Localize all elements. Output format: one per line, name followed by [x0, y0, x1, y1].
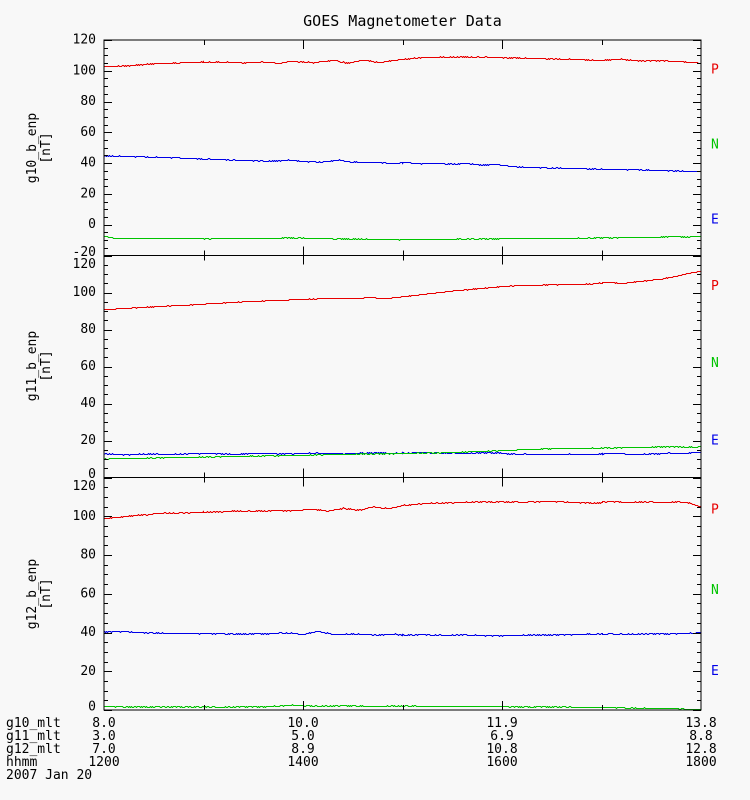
series-g12_b_enp-P-line — [104, 500, 701, 520]
panel-g11_b_enp-frame — [103, 255, 702, 478]
series-g12_b_enp-E-line — [104, 630, 701, 638]
ytick-label-g12_b_enp: 100 — [73, 509, 96, 524]
chart-title: GOES Magnetometer Data — [303, 12, 502, 30]
panel-g11_b_enp-series — [104, 270, 701, 461]
legend-label-g10_b_enp-N: N — [711, 137, 719, 152]
ytick-label-g10_b_enp: 0 — [88, 217, 96, 232]
ytick-label-g11_b_enp: 80 — [80, 322, 96, 337]
x-row-g12_mlt-value: 10.8 — [486, 742, 518, 757]
series-g11_b_enp-P-line — [104, 270, 701, 311]
ytick-label-g12_b_enp: 40 — [80, 625, 96, 640]
ytick-label-g10_b_enp: 80 — [80, 94, 96, 109]
ytick-label-g10_b_enp: 40 — [80, 156, 96, 171]
series-g10_b_enp-P-line — [104, 55, 701, 68]
ytick-label-g10_b_enp: 120 — [73, 33, 96, 48]
x-row-g11_mlt-value: 3.0 — [92, 729, 116, 744]
ytick-label-g12_b_enp: 0 — [88, 700, 96, 715]
x-row-hhmm-value: 1800 — [685, 755, 717, 770]
series-g10_b_enp-E-line — [104, 154, 701, 173]
ytick-label-g12_b_enp: 80 — [80, 548, 96, 563]
legend-label-g11_b_enp-E: E — [711, 433, 719, 448]
x-row-g12_mlt-value: 12.8 — [685, 742, 717, 757]
x-row-g10_mlt-value: 8.0 — [92, 716, 116, 731]
x-row-g11_mlt-value: 5.0 — [291, 729, 315, 744]
ytick-label-g12_b_enp: 60 — [80, 586, 96, 601]
panel-g12_b_enp-frame — [103, 477, 702, 711]
ytick-label-g10_b_enp: 100 — [73, 63, 96, 78]
x-row-g12_mlt-value: 8.9 — [291, 742, 315, 757]
x-row-hhmm-value: 1600 — [486, 755, 518, 770]
series-g11_b_enp-N-line — [104, 445, 701, 461]
ytick-label-g11_b_enp: 20 — [80, 433, 96, 448]
x-row-g10_mlt-value: 13.8 — [685, 716, 717, 731]
ytick-label-g11_b_enp: 100 — [73, 285, 96, 300]
x-row-g10_mlt-value: 11.9 — [486, 716, 518, 731]
x-row-g11_mlt-value: 6.9 — [490, 729, 514, 744]
x-row-label-g10_mlt: g10_mlt — [6, 716, 61, 731]
legend-label-g11_b_enp-N: N — [711, 356, 719, 371]
panel-g10_b_enp-frame — [103, 39, 702, 256]
x-row-hhmm-value: 1200 — [88, 755, 120, 770]
legend-label-g12_b_enp-N: N — [711, 583, 719, 598]
ytick-label-g11_b_enp: 40 — [80, 396, 96, 411]
panel-g11_b_enp-ticks — [104, 255, 701, 479]
ytick-label-g11_b_enp: 0 — [88, 467, 96, 482]
ytick-label-g12_b_enp: 20 — [80, 664, 96, 679]
legend-label-g11_b_enp-P: P — [711, 279, 719, 294]
legend-label-g10_b_enp-E: E — [711, 212, 719, 227]
x-row-g10_mlt-value: 10.0 — [287, 716, 319, 731]
x-row-hhmm-value: 1400 — [287, 755, 319, 770]
ytick-label-g10_b_enp: -20 — [73, 245, 96, 260]
ytick-label-g11_b_enp: 120 — [73, 257, 96, 272]
x-row-g12_mlt-value: 7.0 — [92, 742, 116, 757]
x-row-label-hhmm: hhmm — [6, 755, 38, 770]
x-row-label-g11_mlt: g11_mlt — [6, 729, 61, 744]
panel-g10_b_enp-series — [104, 55, 701, 242]
ytick-label-g10_b_enp: 20 — [80, 186, 96, 201]
legend-label-g12_b_enp-P: P — [711, 503, 719, 518]
x-row-g11_mlt-value: 8.8 — [689, 729, 713, 744]
panel-g12_b_enp-series — [104, 500, 701, 710]
date-label: 2007 Jan 20 — [6, 768, 93, 783]
ytick-label-g10_b_enp: 60 — [80, 125, 96, 140]
legend-label-g10_b_enp-P: P — [711, 63, 719, 78]
ytick-label-g12_b_enp: 120 — [73, 479, 96, 494]
series-g10_b_enp-N-line — [104, 235, 701, 242]
panel-g12_b_enp-ticks — [104, 477, 701, 711]
ytick-label-g11_b_enp: 60 — [80, 359, 96, 374]
panel-g10_b_enp-ticks — [104, 40, 701, 257]
x-row-label-g12_mlt: g12_mlt — [6, 742, 61, 757]
legend-label-g12_b_enp-E: E — [711, 664, 719, 679]
